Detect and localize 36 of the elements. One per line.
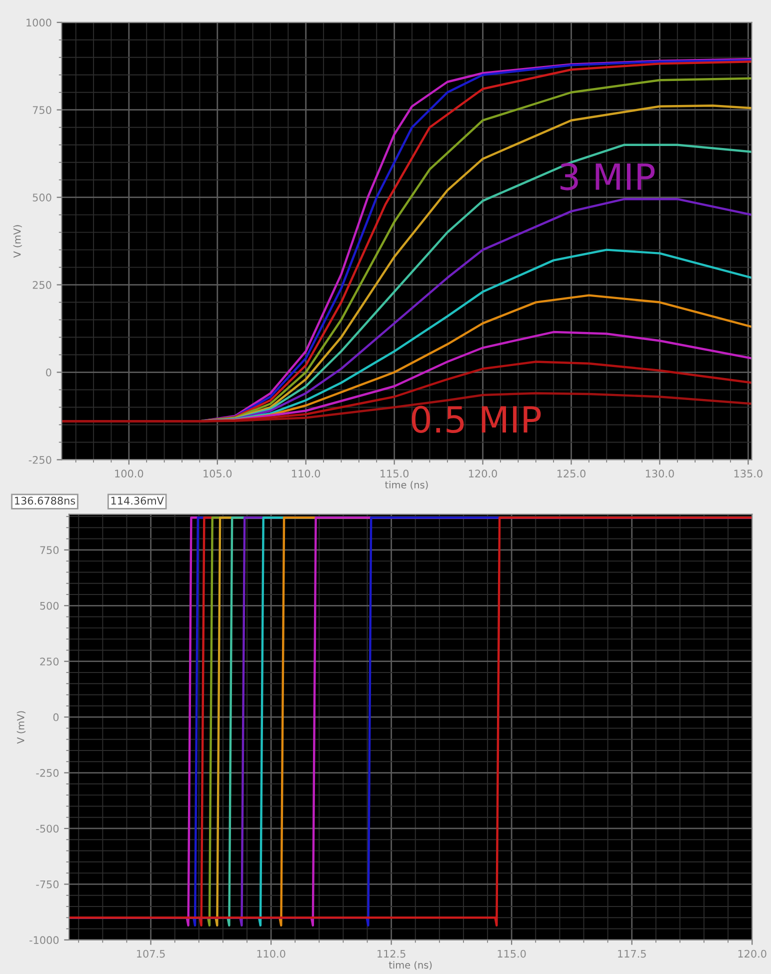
- x-axis-title: time (ns): [388, 961, 432, 970]
- y-tick-label: 0: [53, 713, 59, 722]
- y-tick-label: 1000: [26, 18, 52, 27]
- y-tick-label: 750: [32, 106, 52, 114]
- y-tick-label: -1000: [30, 936, 59, 944]
- y-tick-label: 250: [40, 658, 59, 666]
- x-tick-label: 105.0: [204, 470, 232, 478]
- x-tick-label: 112.5: [378, 950, 406, 958]
- annotation: 3 MIP: [560, 163, 655, 190]
- y-tick-label: -750: [36, 880, 59, 888]
- y-tick-label: -250: [36, 769, 59, 777]
- x-tick-label: 135.0: [734, 470, 762, 478]
- x-tick-label: 100.0: [115, 470, 144, 478]
- x-tick-label: 120.0: [469, 470, 498, 478]
- x-tick-label: 115.0: [380, 470, 409, 478]
- x-tick-label: 120.0: [738, 950, 766, 958]
- y-tick-label: -250: [28, 456, 52, 464]
- y-axis-title: V (mV): [13, 225, 22, 258]
- x-tick-label: 110.0: [257, 950, 286, 958]
- y-axis-title: V (mV): [16, 711, 26, 744]
- x-tick-label: 130.0: [646, 470, 674, 478]
- x-tick-label: 110.0: [292, 470, 320, 478]
- y-tick-label: 500: [32, 194, 52, 202]
- x-tick-label: 117.5: [618, 950, 646, 958]
- x-tick-label: 107.5: [137, 950, 165, 958]
- x-tick-label: 115.0: [498, 950, 526, 958]
- x-axis-title: time (ns): [385, 480, 428, 490]
- text: 114.36mV: [111, 496, 164, 505]
- y-tick-label: 0: [46, 368, 52, 376]
- text: 136.6788ns: [15, 496, 76, 505]
- x-tick-label: 125.0: [557, 470, 586, 478]
- y-tick-label: -500: [36, 824, 59, 833]
- y-tick-label: 750: [40, 546, 59, 554]
- annotation: 0.5 MIP: [412, 406, 541, 434]
- y-tick-label: 250: [32, 281, 52, 289]
- y-tick-label: 500: [40, 602, 59, 610]
